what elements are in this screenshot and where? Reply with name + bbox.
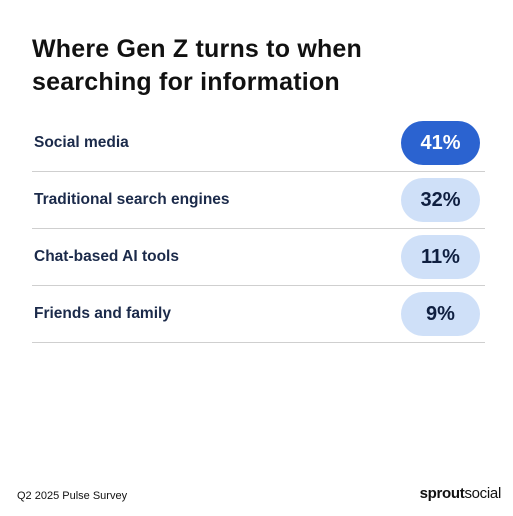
results-table: Social media 41% Traditional search engi… <box>32 115 485 343</box>
value-badge: 11% <box>401 235 480 279</box>
table-row: Friends and family 9% <box>32 286 485 343</box>
brand-logo-part2: social <box>464 485 501 502</box>
row-label: Social media <box>34 134 129 151</box>
table-row: Social media 41% <box>32 115 485 172</box>
row-label: Friends and family <box>34 305 171 322</box>
survey-source: Q2 2025 Pulse Survey <box>17 490 128 502</box>
row-label: Chat-based AI tools <box>34 248 179 265</box>
row-label: Traditional search engines <box>34 191 230 208</box>
table-row: Traditional search engines 32% <box>32 172 485 229</box>
brand-logo: sproutsocial <box>419 485 502 502</box>
chart-title: Where Gen Z turns to when searching for … <box>32 35 363 96</box>
brand-logo-part1: sprout <box>419 485 465 502</box>
table-row: Chat-based AI tools 11% <box>32 229 485 286</box>
value-badge: 41% <box>401 121 480 165</box>
value-badge: 32% <box>401 178 480 222</box>
value-badge: 9% <box>401 292 480 336</box>
